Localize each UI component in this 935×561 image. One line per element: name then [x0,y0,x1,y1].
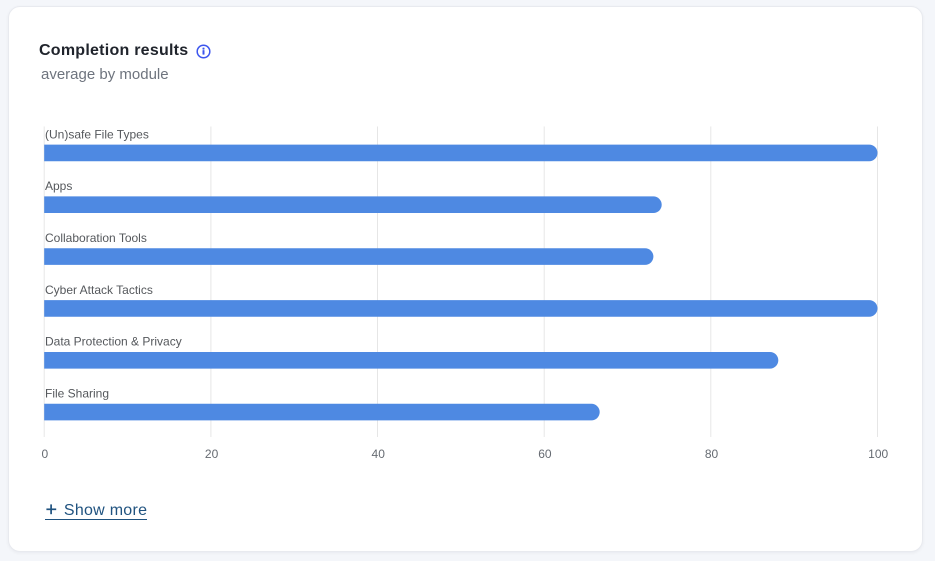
svg-text:Cyber Attack Tactics: Cyber Attack Tactics [45,283,153,297]
svg-text:Collaboration Tools: Collaboration Tools [45,231,147,245]
svg-text:0: 0 [42,447,49,461]
svg-text:40: 40 [372,447,386,461]
svg-text:(Un)safe File Types: (Un)safe File Types [45,127,149,141]
svg-text:Apps: Apps [45,179,72,193]
svg-text:100: 100 [868,447,888,461]
svg-text:File Sharing: File Sharing [45,387,109,401]
svg-text:20: 20 [205,447,219,461]
svg-text:80: 80 [705,447,719,461]
svg-text:Data Protection & Privacy: Data Protection & Privacy [45,335,182,349]
svg-text:60: 60 [538,447,552,461]
